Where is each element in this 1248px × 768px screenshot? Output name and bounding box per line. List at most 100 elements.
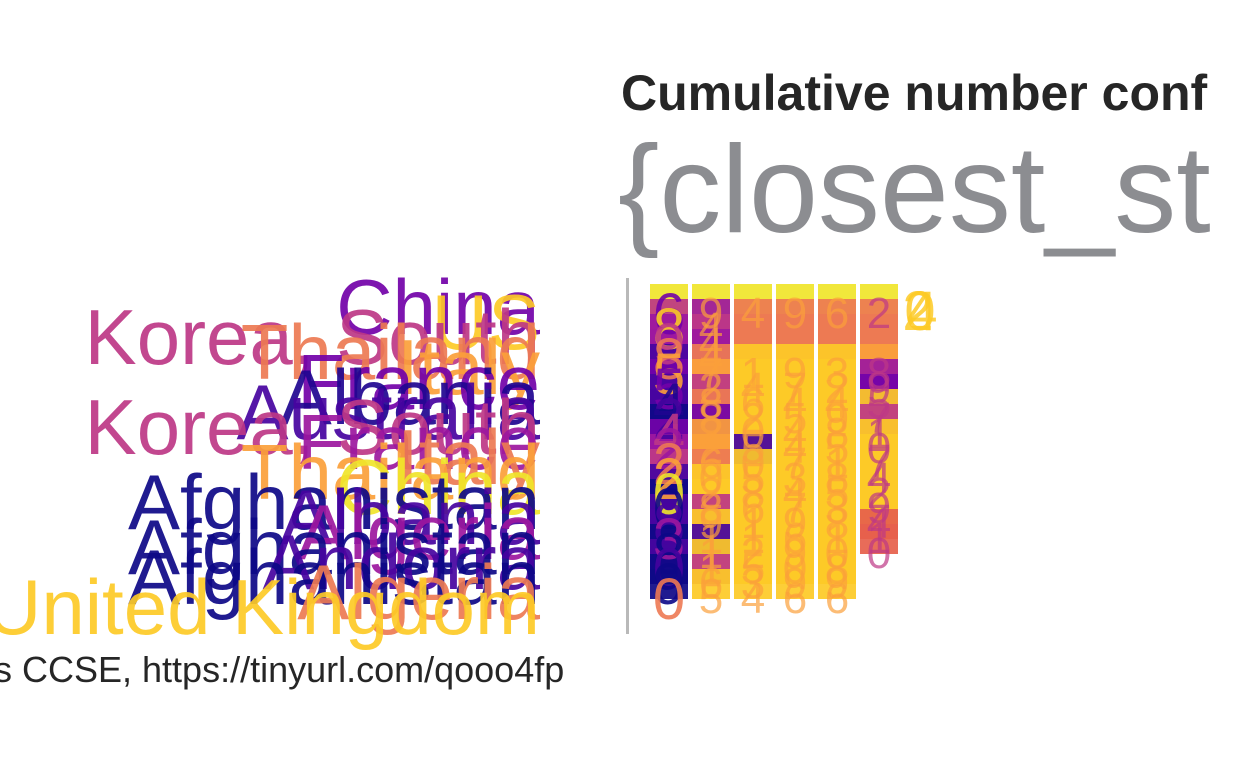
cell-value: 9: [783, 559, 807, 608]
cell-value: 1: [699, 529, 723, 578]
country-label: US: [432, 278, 540, 366]
chart-title: Cumulative number conf: [621, 65, 1208, 121]
cell-value: 5: [825, 424, 849, 473]
cell-value: 4: [699, 304, 723, 353]
cell-value: 6: [783, 514, 807, 563]
cell-value: 5: [741, 454, 765, 503]
chart-subtitle: {closest_st: [618, 121, 1211, 259]
cell-value: 6: [825, 574, 849, 623]
cell-value: 0: [867, 424, 891, 473]
cell-value: 4: [867, 499, 891, 548]
table-divider: [626, 278, 629, 634]
cell-value: 2: [825, 364, 849, 413]
cell-value: 8: [741, 469, 765, 518]
cell-value: 4: [867, 454, 891, 503]
heat-cell: [650, 569, 688, 599]
country-label: Afghanistan: [128, 503, 540, 591]
cell-value: 4: [783, 469, 807, 518]
cell-value: 8: [653, 297, 685, 362]
cell-value: 7: [783, 484, 807, 533]
cell-value: 2: [741, 394, 765, 443]
cell-value: 9: [783, 289, 807, 338]
cell-value: 8: [653, 492, 685, 557]
cell-value: 4: [741, 364, 765, 413]
cell-value: 6: [699, 439, 723, 488]
cell-value: 7: [783, 439, 807, 488]
cell-value: 5: [741, 424, 765, 473]
cell-value: 4: [783, 379, 807, 428]
cell-value: 1: [699, 514, 723, 563]
cell-value: 0: [741, 409, 765, 458]
cell-value: 8: [699, 394, 723, 443]
cell-value: 5: [783, 394, 807, 443]
cell-value: 0: [653, 567, 685, 632]
country-label: Italy: [397, 413, 540, 501]
cell-value: 1: [867, 409, 891, 458]
cell-value: 5: [653, 357, 685, 422]
cell-value: 4: [825, 379, 849, 428]
cell-value: 8: [825, 454, 849, 503]
cell-value: 6: [741, 484, 765, 533]
cell-value: 8: [867, 349, 891, 398]
cell-value: 2: [653, 417, 685, 482]
cell-value: 8: [825, 544, 849, 593]
cell-value: 0: [741, 439, 765, 488]
country-label: Thailand: [241, 308, 540, 396]
cell-value: 9: [825, 394, 849, 443]
cell-value: 2: [653, 432, 685, 497]
cell-value: 1: [741, 499, 765, 548]
cell-value: 5: [653, 342, 685, 407]
cell-value: 6: [699, 559, 723, 608]
cell-value: 1: [741, 514, 765, 563]
country-label: Korea, South: [85, 383, 540, 471]
source-note: s CCSE, https://tinyurl.com/qooo4fp: [0, 649, 565, 690]
cell-value: 8: [653, 327, 685, 392]
extra-label: 2: [902, 279, 933, 342]
cell-value: 5: [867, 379, 891, 428]
cell-value: 5: [699, 574, 723, 623]
extra-label: 4: [906, 279, 937, 342]
cell-value: 9: [783, 529, 807, 578]
cell-value: 3: [741, 559, 765, 608]
extra-label: 0: [904, 279, 935, 342]
cell-value: 1: [741, 349, 765, 398]
cell-value: 4: [653, 402, 685, 467]
cell-value: 8: [653, 522, 685, 587]
cell-value: 4: [783, 424, 807, 473]
cell-value: 9: [653, 552, 685, 617]
cell-value: 4: [783, 409, 807, 458]
cell-value: 4: [741, 574, 765, 623]
country-label: Afghanistan: [128, 533, 540, 621]
cell-value: 8: [825, 499, 849, 548]
cell-value: 7: [699, 349, 723, 398]
heat-cell: [818, 569, 856, 599]
heat-cell: [860, 524, 898, 554]
country-label: France: [297, 398, 540, 486]
cell-value: 6: [825, 289, 849, 338]
country-label: United Kingdom: [0, 563, 540, 651]
cell-value: 3: [653, 507, 685, 572]
cell-value: 7: [783, 364, 807, 413]
heat-cell: [692, 569, 730, 599]
cell-value: 4: [699, 319, 723, 368]
cell-value: 0: [783, 544, 807, 593]
cell-value: 7: [867, 394, 891, 443]
cell-value: 9: [783, 349, 807, 398]
cell-value: 0: [653, 462, 685, 527]
country-label: China: [336, 443, 540, 531]
country-label: Australia: [237, 368, 541, 456]
cell-value: 1: [699, 544, 723, 593]
country-label: Algeria: [297, 548, 540, 636]
cell-value: 2: [699, 424, 723, 473]
cell-value: 2: [653, 447, 685, 512]
country-label: Albania: [280, 353, 541, 441]
cell-value: 4: [741, 289, 765, 338]
cell-value: 9: [783, 499, 807, 548]
cell-value: 0: [867, 529, 891, 578]
cell-value: 0: [699, 454, 723, 503]
cell-value: 2: [867, 289, 891, 338]
cell-value: 3: [825, 349, 849, 398]
country-label: Italy: [397, 323, 540, 411]
cell-value: 9: [653, 312, 685, 377]
heat-cell: [776, 569, 814, 599]
